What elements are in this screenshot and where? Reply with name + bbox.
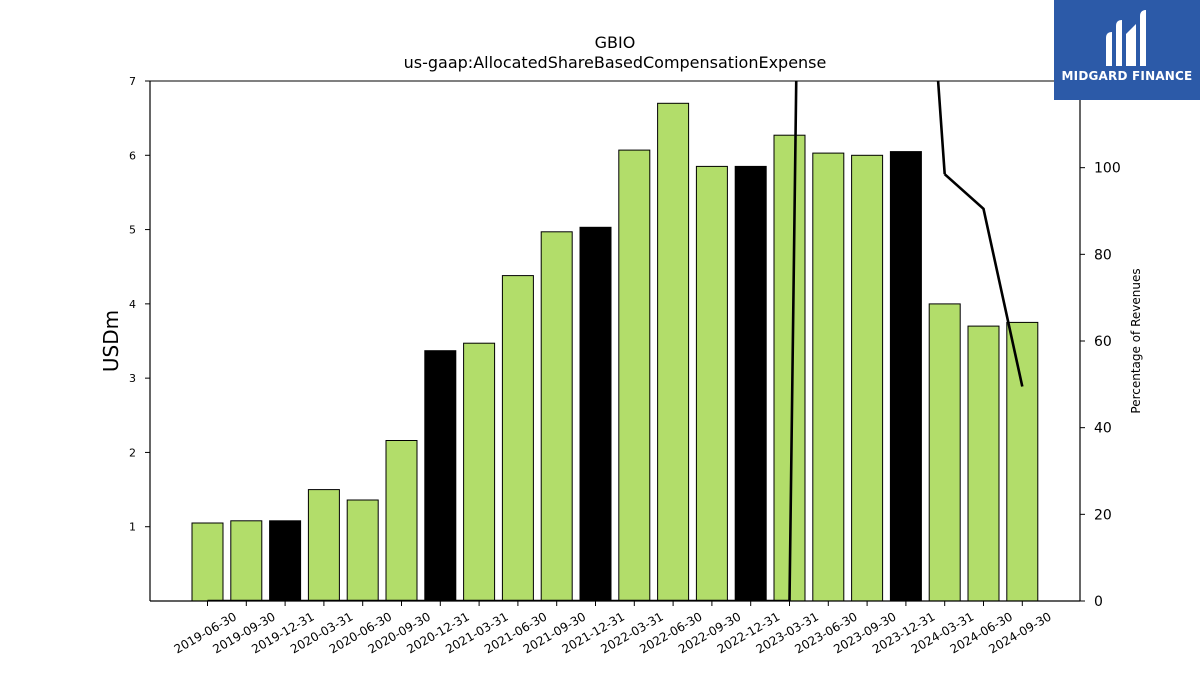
bar (851, 154, 884, 602)
y-tick-label: 2 (129, 446, 136, 459)
logo-text: MIDGARD FINANCE (1061, 69, 1193, 83)
bar (346, 499, 379, 602)
midgard-finance-logo: MIDGARD FINANCE (1054, 0, 1200, 100)
y2-tick-label: 100 (1094, 161, 1121, 177)
y-tick-label: 6 (129, 149, 136, 162)
y-tick-label: 7 (129, 75, 136, 88)
bar (1006, 321, 1039, 602)
bar (540, 231, 573, 602)
bar (424, 350, 457, 602)
bar (928, 303, 961, 602)
y-tick-label: 5 (129, 224, 136, 237)
bar (579, 226, 612, 602)
y2-tick-label: 0 (1094, 594, 1103, 610)
bar (307, 489, 340, 602)
y2-tick-label: 60 (1094, 334, 1112, 350)
bar (230, 520, 263, 602)
y-tick-label: 3 (129, 372, 136, 385)
y2-tick-label: 40 (1094, 421, 1112, 437)
y2-tick-label: 80 (1094, 247, 1112, 263)
bar (657, 102, 690, 602)
bar (734, 165, 767, 602)
bar (812, 152, 845, 602)
bar (191, 522, 224, 602)
chart-title: GBIO (594, 33, 636, 52)
bar (385, 440, 418, 602)
bar (501, 275, 534, 602)
bar (695, 165, 728, 602)
bar (269, 520, 302, 602)
y2-axis-title: Percentage of Revenues (1129, 268, 1143, 413)
revenue-percentage-line (207, 81, 1024, 601)
bar (618, 149, 651, 602)
logo-mark-icon (1106, 10, 1146, 66)
bar (463, 342, 496, 602)
y-axis-title: USDm (99, 310, 123, 372)
y-tick-label: 1 (129, 521, 136, 534)
bar (967, 325, 1000, 602)
y2-tick-label: 20 (1094, 507, 1112, 523)
bar (889, 151, 922, 602)
chart-subtitle: us-gaap:AllocatedShareBasedCompensationE… (403, 53, 827, 72)
y-tick-label: 4 (129, 298, 136, 311)
